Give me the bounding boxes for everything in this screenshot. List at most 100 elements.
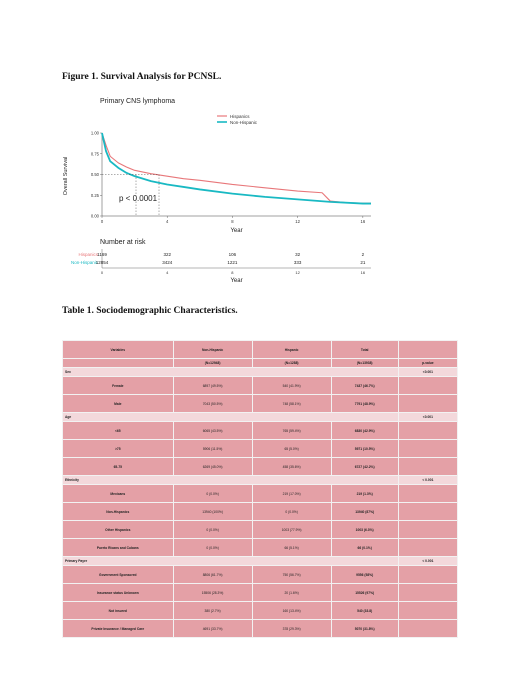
risk-group-hispanic: Hispanics (78, 252, 98, 257)
risk-count-hispanic: 1169 (97, 252, 107, 257)
section-row: Primary Payer < 0.001 (62, 556, 459, 566)
p-value-cell (397, 439, 459, 458)
x-tick-label: 12 (295, 219, 300, 224)
hispanic-cell: 219 (17.0%) (251, 484, 332, 503)
nonhispanic-cell: 0 (0.0%) (172, 484, 253, 503)
risk-count-hispanic: 2 (362, 252, 365, 257)
section-p-value: <0.001 (397, 367, 459, 377)
hispanic-cell: 378 (29.3%) (251, 619, 332, 638)
variable-cell: 65-75 (62, 457, 174, 476)
table-header-row: (N=12948) (N=1288) (N=13938) p-value (62, 358, 459, 368)
hispanic-cell: 66 (5.1%) (251, 538, 332, 557)
risk-count-nonhispanic: 12854 (96, 260, 109, 265)
risk-count-nonhispanic: 3424 (162, 260, 173, 265)
p-value-cell (397, 502, 459, 521)
x-axis-label: Year (230, 228, 242, 234)
y-tick-label: 0.75 (91, 151, 100, 156)
total-cell: 219 (1.3%) (330, 484, 399, 503)
table-row: Puerto Ricans and Cubans 0 (0.0%) 66 (5.1%… (62, 538, 459, 557)
legend-nonhispanic-label: Non-Hispanic (230, 120, 258, 125)
survival-chart: Primary CNS lymphoma Hispanics Non-Hispa… (63, 98, 371, 284)
table-row: Female 6897 (49.5%) 540 (41.9%) 7437 (46.7%… (62, 376, 459, 395)
survival-curve-nonhispanic (101, 132, 371, 205)
plot-area: 1.000.750.500.250.00 0 4 8 12 16 p < 0.0001 … (91, 131, 371, 234)
table-header-row: Variables Non-Hispanic Hispanic Total (62, 340, 459, 359)
variable-cell: Female (62, 376, 174, 395)
variable-cell: Mexicans (62, 484, 174, 503)
y-tick-label: 0.00 (91, 214, 100, 219)
total-cell: 6830 (42.9%) (330, 421, 399, 440)
p-value-cell (397, 520, 459, 539)
section-row: Age <0.001 (62, 412, 459, 422)
x-tick-label: 16 (361, 219, 366, 224)
variable-cell: Puerto Ricans and Cubans (62, 538, 174, 557)
risk-count-hispanic: 322 (163, 252, 171, 257)
total-cell: 1003 (6.3%) (330, 520, 399, 539)
section-label: Age (62, 412, 399, 422)
variable-cell: >75 (62, 439, 174, 458)
table-row: >75 5906 (11.5%) 65 (5.0%) 5971 (10.5%) (62, 439, 459, 458)
variable-cell: Government Sponsored (62, 565, 174, 584)
table-row: Mexicans 0 (0.0%) 219 (17.0%) 219 (1.3%) (62, 484, 459, 503)
table-row: Other Hispanics 0 (0.0%) 1003 (77.9%) 1003 … (62, 520, 459, 539)
p-value-cell (397, 376, 459, 395)
nonhispanic-cell: 0 (0.0%) (172, 538, 253, 557)
nonhispanic-cell: 6269 (45.0%) (172, 457, 253, 476)
figure-heading: Figure 1. Survival Analysis for PCNSL. (62, 72, 222, 82)
risk-count-nonhispanic: 21 (360, 260, 366, 265)
total-cell: 15526 (97%) (330, 583, 399, 602)
section-p-value: < 0.001 (397, 475, 459, 485)
header-cell: Non-Hispanic (172, 340, 253, 359)
x-tick-label: 0 (101, 219, 104, 224)
total-cell: 7437 (46.7%) (330, 376, 399, 395)
total-cell: 5971 (10.5%) (330, 439, 399, 458)
risk-x-axis-label: Year (230, 278, 242, 284)
nonhispanic-cell: 7043 (50.5%) (172, 394, 253, 413)
nonhispanic-cell: 15506 (28.3%) (172, 583, 253, 602)
risk-x-tick-label: 0 (101, 270, 104, 275)
table-row: 65-75 6269 (45.0%) 458 (35.6%) 6727 (42.2%) (62, 457, 459, 476)
risk-count-nonhispanic: 333 (294, 260, 302, 265)
nonhispanic-cell: 4691 (33.7%) (172, 619, 253, 638)
risk-count-hispanic: 32 (295, 252, 301, 257)
p-value-cell (397, 565, 459, 584)
y-tick-label: 1.00 (91, 131, 100, 136)
survival-curve-hispanic (101, 132, 371, 204)
risk-x-tick-label: 12 (295, 270, 300, 275)
variable-cell: Non-Hispanics (62, 502, 174, 521)
total-cell: 13940 (87%) (330, 502, 399, 521)
hispanic-cell: 748 (58.1%) (251, 394, 332, 413)
risk-x-tick-label: 8 (231, 270, 234, 275)
total-cell: 66 (0.1%) (330, 538, 399, 557)
header-cell: Variables (62, 340, 174, 359)
variable-cell: Other Hispanics (62, 520, 174, 539)
y-tick-label: 0.25 (91, 193, 100, 198)
header-cell: Hispanic (251, 340, 332, 359)
section-label: Sex (62, 367, 399, 377)
header-cell: (N=13938) (330, 358, 399, 368)
variable-cell: Not insured (62, 601, 174, 620)
hispanic-cell: 540 (41.9%) (251, 376, 332, 395)
total-cell: 540 (33.8) (330, 601, 399, 620)
p-value: p < 0.0001 (119, 194, 158, 203)
header-cell (62, 358, 174, 368)
p-value-cell (397, 484, 459, 503)
table-row: Not insured 380 (2.7%) 160 (13.4%) 540 (33.… (62, 601, 459, 620)
hispanic-cell: 65 (5.0%) (251, 439, 332, 458)
risk-x-tick-label: 4 (166, 270, 169, 275)
variable-cell: <65 (62, 421, 174, 440)
p-value-cell (397, 457, 459, 476)
section-label: Primary Payer (62, 556, 399, 566)
header-cell (397, 340, 459, 359)
header-cell: (N=12948) (172, 358, 253, 368)
hispanic-cell: 160 (13.4%) (251, 601, 332, 620)
table-row: Non-Hispanics 13940 (100%) 0 (0.0%) 13940 (… (62, 502, 459, 521)
header-cell: p-value (397, 358, 459, 368)
risk-table: Hispanics Non-Hispanic 11691285403223424… (71, 249, 371, 284)
total-cell: 5070 (31.8%) (330, 619, 399, 638)
table-row: Male 7043 (50.5%) 748 (58.1%) 7791 (48.9%) (62, 394, 459, 413)
header-cell: (N=1288) (251, 358, 332, 368)
p-value-cell (397, 394, 459, 413)
p-value-cell (397, 421, 459, 440)
total-cell: 7791 (48.9%) (330, 394, 399, 413)
